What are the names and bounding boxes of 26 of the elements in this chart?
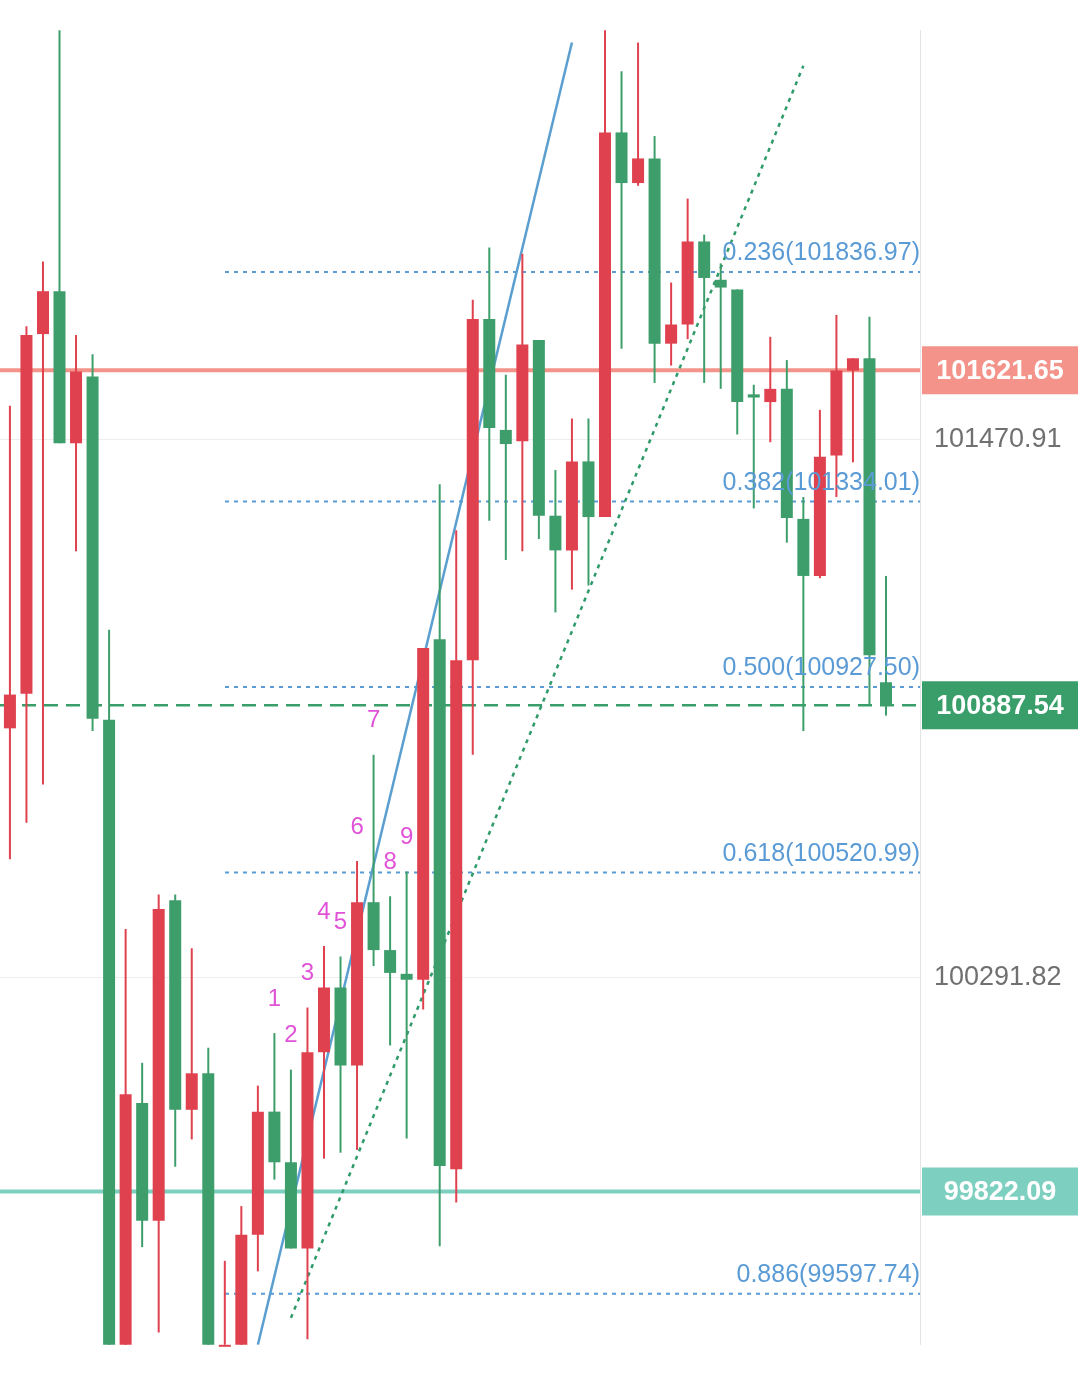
y-tick-label: 100291.82 — [934, 960, 1062, 991]
candlestick — [764, 335, 777, 444]
text: 8 — [383, 846, 397, 874]
ref-line-label: 0.886(99597.74) — [736, 1259, 920, 1288]
candlestick — [665, 281, 678, 367]
text: 6 — [350, 811, 364, 839]
candlestick — [218, 1259, 231, 1347]
ref-line-label: 0.236(101836.97) — [722, 237, 920, 266]
text: 3 — [300, 958, 315, 986]
ref-line-label: 99822.09 — [943, 1175, 1057, 1206]
text: 5 — [333, 907, 348, 935]
candlestick — [499, 373, 512, 561]
candlestick — [846, 357, 859, 464]
text: 2 — [284, 1020, 298, 1048]
y-tick-label: 101470.91 — [934, 422, 1062, 453]
ref-line-label: 100887.54 — [936, 689, 1064, 720]
candlestick — [400, 870, 413, 1140]
text: 9 — [399, 822, 414, 850]
text: 4 — [317, 896, 331, 924]
ref-line-label: 101621.65 — [936, 354, 1064, 385]
ref-line-label: 0.618(100520.99) — [722, 837, 920, 866]
text: 7 — [366, 705, 381, 733]
text: 1 — [267, 983, 282, 1011]
candlestick — [384, 895, 397, 1047]
candlestick — [3, 404, 16, 861]
candlestick — [36, 260, 49, 786]
